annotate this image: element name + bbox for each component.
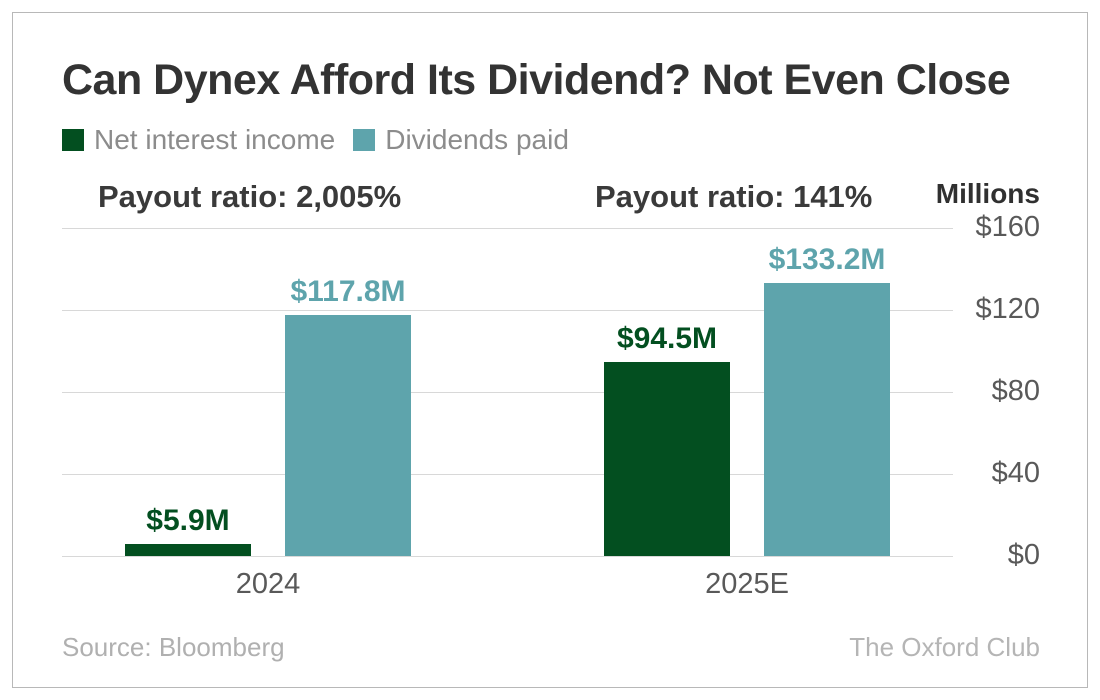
legend-swatch-net-interest-income xyxy=(62,129,84,151)
legend-swatch-dividends-paid xyxy=(353,129,376,151)
y-tick-label-0: $0 xyxy=(1007,539,1040,571)
gridline-80 xyxy=(62,392,953,393)
payout-ratio-2025: Payout ratio: 141% xyxy=(595,179,873,214)
chart-border-frame xyxy=(12,12,1088,688)
legend-item-net-interest-income: Net interest income xyxy=(62,124,335,156)
bar-dividends-paid-2024 xyxy=(285,314,411,556)
y-axis-units-label: Millions xyxy=(935,178,1040,209)
legend-label-dividends-paid: Dividends paid xyxy=(385,124,569,155)
legend-item-dividends-paid: Dividends paid xyxy=(353,124,569,156)
x-axis-label-2024: 2024 xyxy=(235,568,301,600)
y-tick-label-80: $80 xyxy=(991,375,1040,407)
source-credit: Source: Bloomberg xyxy=(62,632,285,662)
legend-label-net-interest-income: Net interest income xyxy=(94,124,336,155)
bar-value-label-2024-net-interest-income: $5.9M xyxy=(146,503,230,537)
x-axis-label-2025e: 2025E xyxy=(705,568,789,600)
gridline-120 xyxy=(62,310,953,311)
bar-dividends-paid-2025e xyxy=(764,282,890,556)
y-tick-label-160: $160 xyxy=(975,211,1040,243)
gridline-160 xyxy=(62,228,953,229)
gridline-0 xyxy=(62,556,953,557)
legend: Net interest income Dividends paid xyxy=(62,124,569,156)
y-tick-label-120: $120 xyxy=(975,293,1040,325)
payout-ratio-2024: Payout ratio: 2,005% xyxy=(98,179,402,214)
bar-net-interest-income-2025e xyxy=(604,362,730,556)
bar-value-label-2025e-net-interest-income: $94.5M xyxy=(616,322,718,356)
bar-net-interest-income-2024 xyxy=(125,543,251,556)
bar-value-label-2025e-dividends-paid: $133.2M xyxy=(768,242,886,276)
chart-title: Can Dynex Afford Its Dividend? Not Even … xyxy=(62,56,1011,104)
gridline-40 xyxy=(62,474,953,475)
y-tick-label-40: $40 xyxy=(991,457,1040,489)
publisher-credit: The Oxford Club xyxy=(849,632,1040,662)
bar-value-label-2024-dividends-paid: $117.8M xyxy=(290,274,406,308)
